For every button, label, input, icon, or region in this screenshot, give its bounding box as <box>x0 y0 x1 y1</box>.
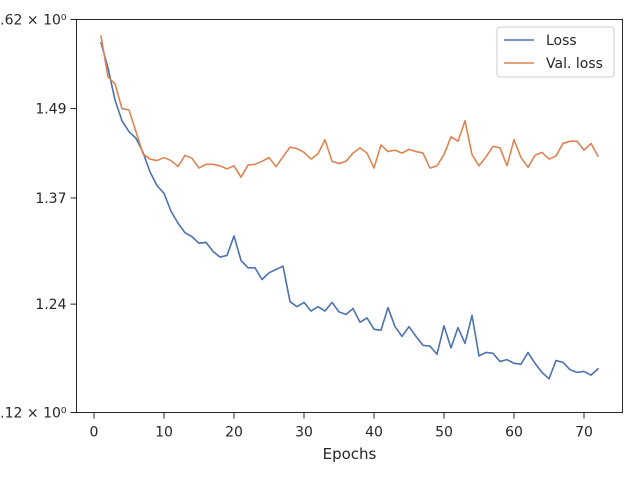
x-tick-label: 70 <box>575 425 593 441</box>
series-layer <box>100 35 599 380</box>
x-tick-label: 50 <box>435 425 453 441</box>
x-tick-label: 60 <box>505 425 523 441</box>
y-tick-label: 1.24 <box>35 297 66 313</box>
legend-label: Val. loss <box>546 56 603 72</box>
x-axis-ticks: 0 10 20 30 40 50 60 70 <box>90 412 593 441</box>
series-line-val-loss <box>100 35 599 178</box>
x-axis-label: Epochs <box>323 445 377 463</box>
x-tick-label: 20 <box>225 425 243 441</box>
y-axis-ticks: 1.12 × 10⁰ 1.24 1.37 1.49 1.62 × 10⁰ <box>0 13 77 422</box>
axes-frame <box>76 19 623 413</box>
x-tick-label: 10 <box>155 425 173 441</box>
x-tick-label: 0 <box>90 425 99 441</box>
legend-label: Loss <box>546 33 577 49</box>
legend: Loss Val. loss <box>496 26 615 78</box>
y-tick-label: 1.49 <box>35 102 66 118</box>
series-line-loss <box>100 41 599 380</box>
y-tick-label: 1.62 × 10⁰ <box>0 13 67 29</box>
x-tick-label: 30 <box>295 425 313 441</box>
y-tick-label: 1.12 × 10⁰ <box>0 406 67 422</box>
x-tick-label: 40 <box>365 425 383 441</box>
y-tick-label: 1.37 <box>35 191 66 207</box>
